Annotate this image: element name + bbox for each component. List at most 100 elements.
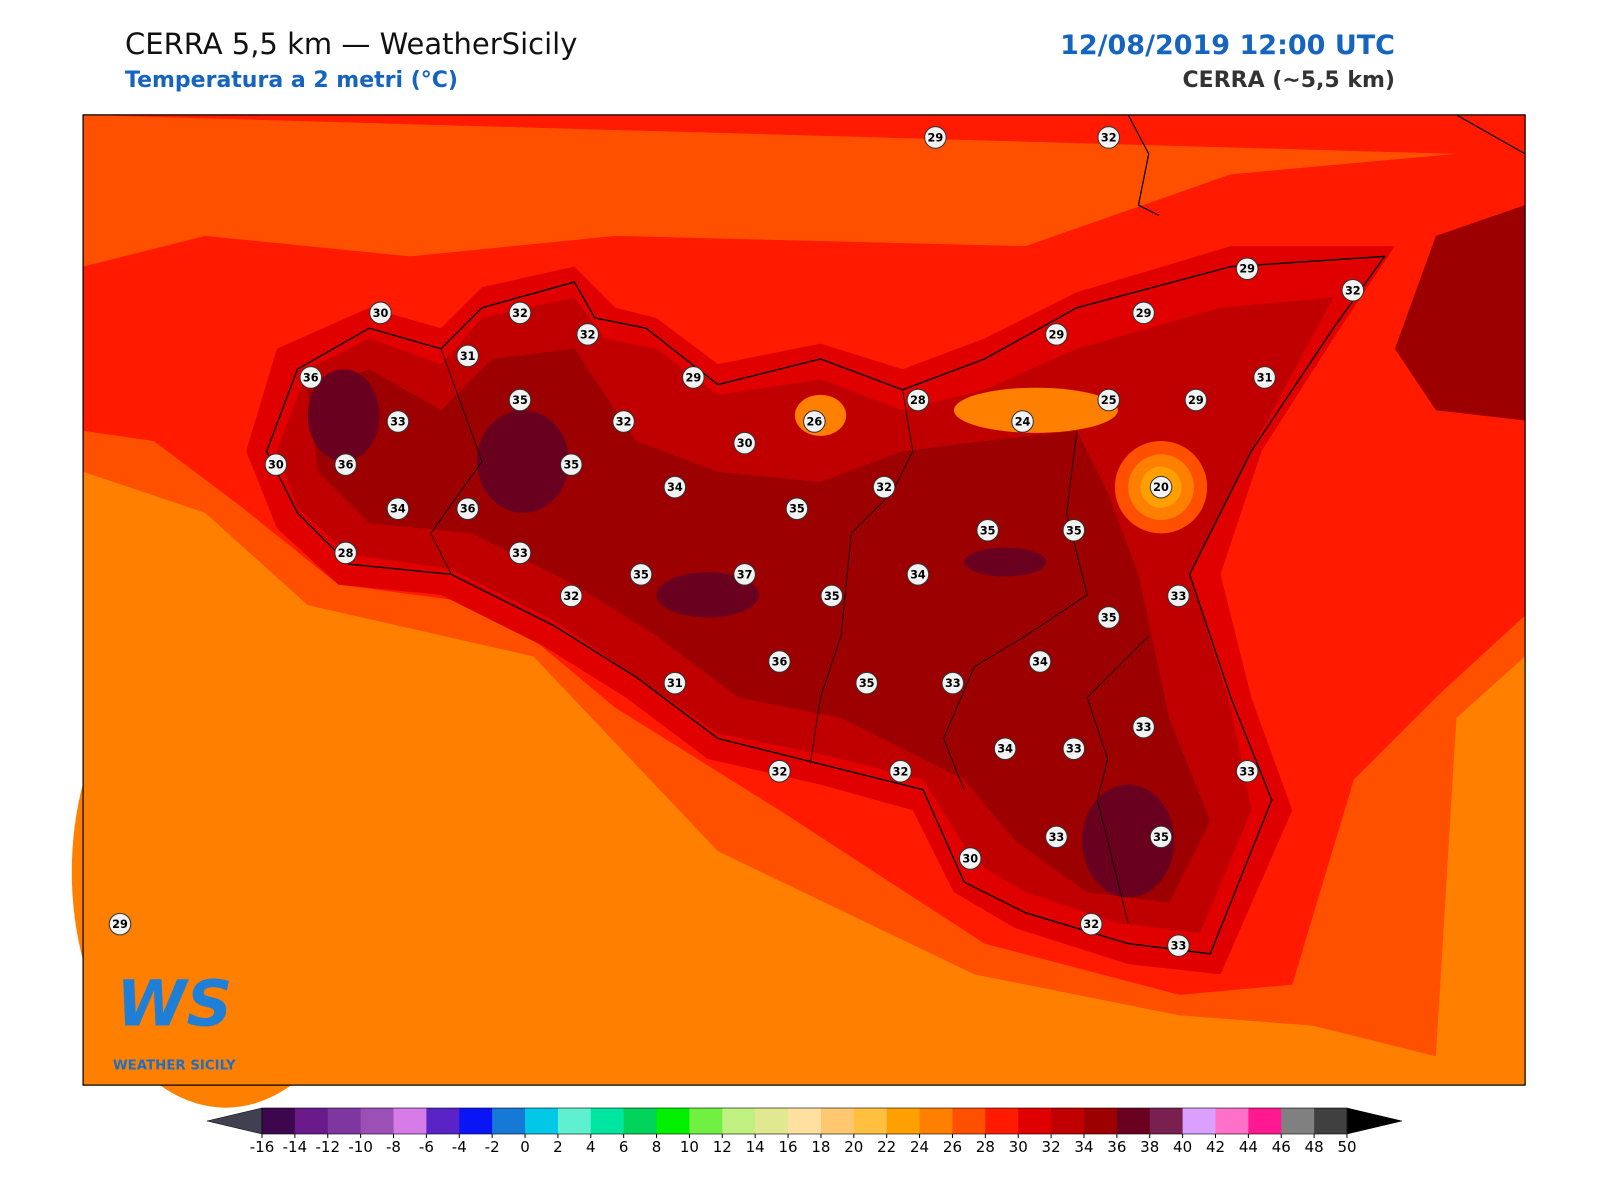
station: 33 bbox=[1167, 584, 1190, 608]
colorbar-swatch bbox=[294, 1108, 329, 1134]
station: 32 bbox=[889, 759, 912, 783]
station: 33 bbox=[1235, 759, 1259, 783]
colorbar-tick-label: 0 bbox=[520, 1138, 530, 1156]
station: 28 bbox=[334, 541, 357, 565]
colorbar-swatch bbox=[1116, 1108, 1151, 1134]
station-marker bbox=[733, 431, 756, 455]
coastline bbox=[1456, 114, 1526, 155]
station-marker bbox=[108, 912, 132, 936]
station: 29 bbox=[1235, 257, 1259, 280]
station: 35 bbox=[559, 453, 583, 476]
station: 32 bbox=[612, 410, 635, 433]
colorbar-tick-label: -4 bbox=[452, 1138, 467, 1156]
station: 31 bbox=[663, 671, 687, 695]
colorbar-swatch bbox=[262, 1108, 296, 1134]
station-marker bbox=[1149, 825, 1173, 849]
colorbar-over bbox=[1346, 1107, 1403, 1135]
station: 36 bbox=[768, 650, 791, 673]
station-marker bbox=[733, 563, 756, 586]
isotherm-36 bbox=[307, 369, 380, 462]
province-border bbox=[809, 389, 914, 765]
station: 34 bbox=[1028, 650, 1052, 673]
colorbar-under bbox=[206, 1107, 263, 1135]
station-marker bbox=[958, 847, 982, 870]
station-marker bbox=[941, 671, 965, 695]
station: 29 bbox=[1045, 323, 1068, 346]
station: 26 bbox=[803, 410, 826, 433]
station: 33 bbox=[941, 671, 965, 695]
colorbar-tick-label: 48 bbox=[1305, 1138, 1324, 1156]
station-marker bbox=[1097, 606, 1120, 629]
station-value: 29 bbox=[112, 918, 128, 931]
station-value: 32 bbox=[1101, 131, 1117, 144]
station: 35 bbox=[629, 563, 653, 586]
station-value: 36 bbox=[460, 503, 476, 516]
station-value: 32 bbox=[616, 416, 632, 429]
station-value: 35 bbox=[789, 503, 805, 516]
station-value: 30 bbox=[268, 459, 284, 472]
station-marker bbox=[906, 563, 930, 586]
station-marker bbox=[1235, 759, 1259, 783]
station-value: 29 bbox=[1049, 328, 1065, 341]
colorbar-swatch bbox=[327, 1108, 362, 1134]
station-value: 36 bbox=[303, 371, 319, 384]
logo-mark: WS bbox=[116, 967, 232, 1041]
station: 33 bbox=[508, 541, 532, 565]
station-value: 30 bbox=[737, 437, 753, 450]
station-marker bbox=[976, 518, 999, 542]
station-marker bbox=[1028, 650, 1052, 673]
station-value: 31 bbox=[667, 677, 683, 690]
station-value: 36 bbox=[772, 656, 788, 669]
station: 35 bbox=[785, 497, 809, 520]
station-marker bbox=[1132, 301, 1155, 325]
colorbar-swatch bbox=[393, 1108, 427, 1134]
station-value: 31 bbox=[1257, 371, 1273, 384]
colorbar-swatch bbox=[1051, 1108, 1085, 1134]
station: 29 bbox=[682, 366, 705, 389]
station-marker bbox=[1149, 475, 1173, 499]
station: 20 bbox=[1149, 475, 1173, 499]
colorbar-tick-label: 50 bbox=[1337, 1138, 1356, 1156]
station: 32 bbox=[872, 475, 896, 499]
station: 33 bbox=[1062, 737, 1086, 760]
station: 37 bbox=[733, 563, 756, 586]
colorbar-swatch bbox=[525, 1108, 559, 1134]
station-marker bbox=[768, 650, 791, 673]
station-marker bbox=[855, 671, 878, 695]
station-value: 35 bbox=[1101, 611, 1117, 624]
station-marker bbox=[508, 388, 532, 412]
datetime: 12/08/2019 12:00 UTC bbox=[1060, 30, 1395, 61]
station-marker bbox=[456, 497, 479, 520]
station-value: 33 bbox=[1136, 721, 1152, 734]
station-marker bbox=[456, 344, 479, 368]
isotherm-26 bbox=[953, 387, 1118, 433]
station-value: 34 bbox=[997, 743, 1013, 756]
station: 33 bbox=[1045, 825, 1068, 849]
station-value: 32 bbox=[893, 765, 909, 778]
station-marker bbox=[1341, 278, 1365, 302]
station-value: 37 bbox=[737, 568, 753, 581]
station: 36 bbox=[334, 453, 357, 476]
colorbar-tick-label: 36 bbox=[1107, 1138, 1126, 1156]
colorbar-swatch bbox=[426, 1108, 460, 1134]
colorbar-tick-label: 46 bbox=[1272, 1138, 1291, 1156]
station: 29 bbox=[108, 912, 132, 936]
station-value: 30 bbox=[962, 852, 978, 865]
colorbar-swatch bbox=[722, 1108, 756, 1134]
station: 36 bbox=[299, 366, 323, 389]
station: 30 bbox=[369, 301, 392, 325]
station-value: 28 bbox=[338, 547, 354, 560]
station: 32 bbox=[576, 323, 599, 346]
station-marker bbox=[1045, 323, 1068, 346]
station-marker bbox=[1132, 715, 1155, 739]
station: 36 bbox=[456, 497, 479, 520]
station-marker bbox=[872, 475, 896, 499]
station-value: 26 bbox=[807, 416, 823, 429]
colorbar-swatch bbox=[1248, 1108, 1282, 1134]
station-value: 35 bbox=[1153, 831, 1169, 844]
colorbar-swatch bbox=[1149, 1108, 1184, 1134]
colorbar-swatch bbox=[1182, 1108, 1216, 1134]
station-value: 29 bbox=[1239, 263, 1255, 276]
station-value: 34 bbox=[667, 481, 683, 494]
colorbar-tick-label: 6 bbox=[619, 1138, 629, 1156]
